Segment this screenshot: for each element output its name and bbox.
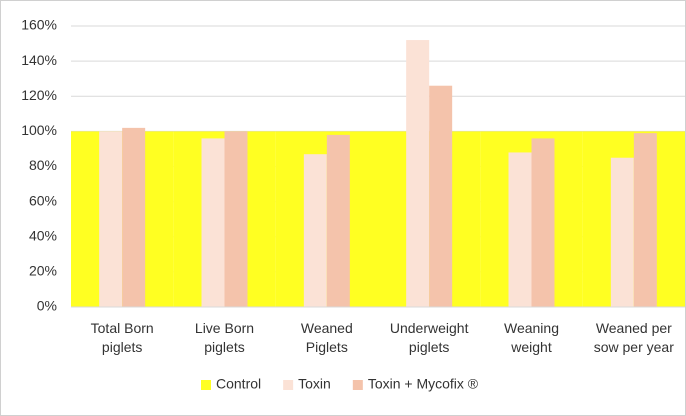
- bar: [303, 154, 327, 307]
- legend-swatch: [201, 380, 211, 390]
- y-tick-label: 20%: [29, 263, 57, 279]
- y-tick-label: 140%: [21, 52, 57, 68]
- x-tick-label: Total Born piglets: [90, 320, 154, 355]
- x-tick-label: Underweight piglets: [389, 320, 469, 355]
- x-tick-label: Weaned per sow per year: [593, 320, 674, 355]
- bar: [633, 133, 657, 307]
- legend-swatch: [352, 380, 363, 390]
- legend: Control Toxin Toxin + Mycofix ®: [201, 376, 479, 392]
- y-tick-label: 120%: [21, 87, 57, 103]
- legend-swatch: [283, 380, 294, 390]
- legend-label: Toxin + Mycofix ®: [368, 376, 479, 392]
- bar: [201, 138, 225, 307]
- bar: [99, 131, 123, 307]
- y-tick-label: 100%: [21, 122, 57, 138]
- x-tick-label: Weaned Piglets: [300, 320, 353, 355]
- y-tick-label: 40%: [29, 227, 57, 243]
- bar: [610, 157, 634, 307]
- x-tick-label: Live Born piglets: [194, 320, 255, 355]
- y-tick-label: 160%: [21, 17, 57, 33]
- bar: [326, 134, 350, 307]
- y-tick-label: 60%: [29, 192, 57, 208]
- bar: [429, 85, 453, 308]
- bar: [224, 131, 248, 307]
- y-tick-label: 0%: [37, 298, 57, 314]
- legend-label: Control: [216, 376, 261, 392]
- legend-label: Toxin: [298, 376, 331, 392]
- bar: [531, 138, 555, 307]
- y-tick-label: 80%: [29, 157, 57, 173]
- bar: [122, 127, 146, 307]
- x-tick-label: Weaning weight: [503, 320, 559, 355]
- bar: [508, 152, 532, 307]
- bar: [406, 40, 430, 308]
